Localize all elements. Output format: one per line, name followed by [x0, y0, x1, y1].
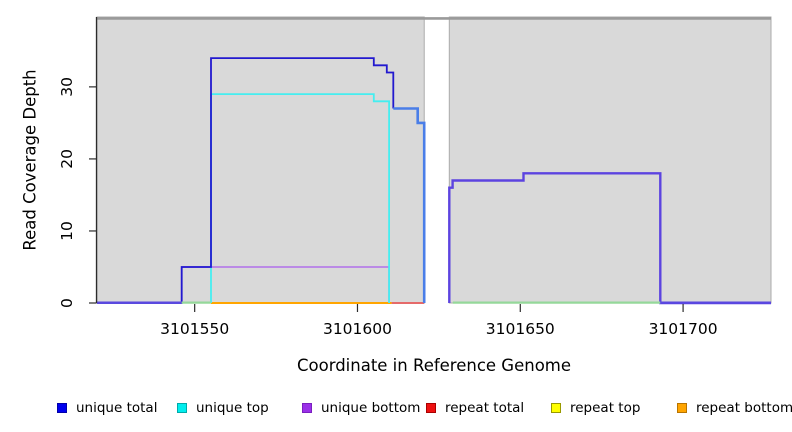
- legend-swatch-unique-total-icon: [57, 403, 67, 413]
- legend-label-repeat-total: repeat total: [445, 400, 525, 416]
- legend-swatch-repeat-top-icon: [551, 403, 561, 413]
- legend-label-unique-total: unique total: [76, 400, 158, 416]
- plot-background-right: [448, 16, 772, 304]
- legend-item-repeat-total: repeat total: [426, 399, 524, 417]
- legend-item-unique-top: unique top: [177, 399, 269, 417]
- y-tick-label: 20: [58, 149, 76, 169]
- legend-swatch-unique-top-icon: [177, 403, 187, 413]
- x-tick-label: 3101700: [649, 320, 718, 338]
- legend-label-unique-top: unique top: [196, 400, 269, 416]
- x-tick-label: 3101550: [160, 320, 229, 338]
- series-line-unique-total: [393, 107, 426, 303]
- y-axis-title: Read Coverage Depth: [20, 69, 40, 251]
- legend-item-repeat-top: repeat top: [551, 399, 640, 417]
- coverage-chart: 0 10 20 30 3101550 3101600 3101650 3101700: [58, 16, 772, 338]
- legend-label-repeat-bottom: repeat bottom: [696, 400, 792, 416]
- series-line-unique-total: [448, 172, 771, 305]
- legend-item-unique-total: unique total: [57, 399, 157, 417]
- x-tick-label: 3101650: [486, 320, 555, 338]
- legend-item-repeat-bottom: repeat bottom: [677, 399, 792, 417]
- x-axis-title: Coordinate in Reference Genome: [296, 356, 572, 375]
- legend: unique total unique top unique bottom repea…: [0, 399, 792, 419]
- y-tick-label: 10: [58, 221, 76, 241]
- x-tick-label: 3101600: [323, 320, 392, 338]
- legend-label-unique-bottom: unique bottom: [321, 400, 421, 416]
- plot-background-left: [96, 16, 425, 304]
- y-tick-label: 30: [58, 77, 76, 97]
- y-tick-label: 0: [58, 298, 76, 308]
- legend-swatch-repeat-total-icon: [426, 403, 436, 413]
- legend-label-repeat-top: repeat top: [570, 400, 641, 416]
- series-line-unique-total: [97, 57, 395, 304]
- legend-swatch-unique-bottom-icon: [302, 403, 312, 413]
- legend-item-unique-bottom: unique bottom: [302, 399, 420, 417]
- legend-swatch-repeat-bottom-icon: [677, 403, 687, 413]
